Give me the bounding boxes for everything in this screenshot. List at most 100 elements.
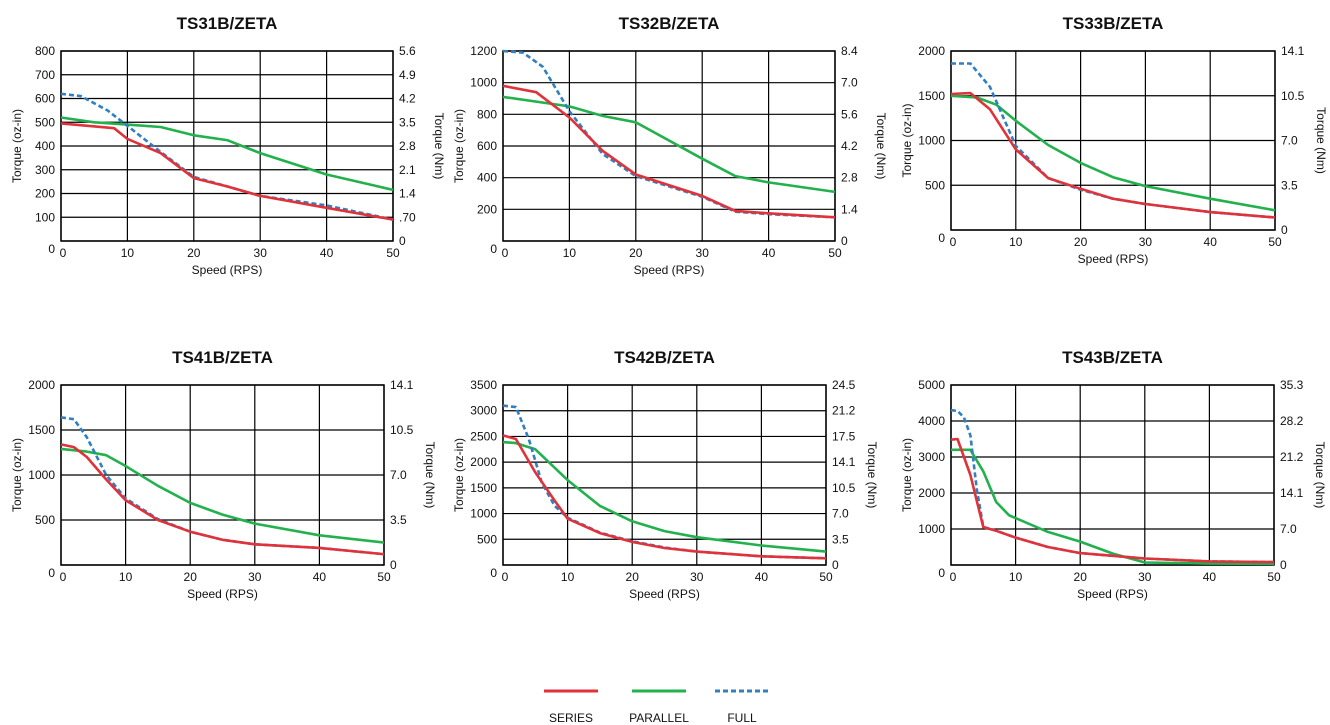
legend-label-full: FULL [727,711,757,725]
y2-axis-label: Torque (Nm) [423,442,437,509]
plot-frame [60,50,394,242]
series-line-parallel [502,95,836,194]
x-tick-label: 30 [696,246,710,260]
y2-tick-label: 3.5 [399,115,416,129]
x-tick-label: 40 [762,246,776,260]
series-line-parallel [60,447,385,544]
y2-tick-label: 28.2 [1280,414,1304,428]
y-tick-label: 1500 [28,423,55,437]
x-tick-label: 20 [184,570,198,584]
y2-axis-label: Torque (Nm) [874,113,888,180]
y-tick-label: 2000 [470,455,497,469]
y2-axis-label: Torque (Nm) [432,113,446,180]
series-line-series [502,434,827,560]
y-tick-label: 400 [477,171,497,185]
x-tick-label: 50 [386,246,400,260]
x-tick-label: 50 [1268,235,1282,249]
series-line-series [950,437,1275,564]
y-tick-label: 300 [35,163,55,177]
x-tick-label: 40 [1203,570,1217,584]
y2-tick-label: 7.0 [1281,134,1298,148]
series-line-full [950,408,1275,564]
x-axis-label: Speed (RPS) [1077,587,1148,601]
y2-tick-label: 1.4 [399,187,416,201]
legend-label-parallel: PARALLEL [629,711,689,725]
x-tick-label: 10 [121,246,135,260]
y-tick-label: 2000 [28,378,55,392]
y2-tick-label: 21.2 [832,404,856,418]
y-tick-label: 200 [477,202,497,216]
y-tick-label: 400 [35,139,55,153]
y-tick-label: 0 [490,566,497,580]
y-axis-label: Torque (oz-in) [10,438,24,512]
y-axis-label: Torque (oz-in) [900,438,914,512]
y-tick-label: 1000 [918,522,945,536]
y2-tick-label: 2.1 [399,163,416,177]
chart-title: TS41B/ZETA [172,348,273,367]
x-tick-label: 10 [561,570,575,584]
x-tick-label: 20 [626,570,640,584]
x-tick-label: 10 [119,570,133,584]
y-tick-label: 0 [938,566,945,580]
chart-title: TS42B/ZETA [614,348,715,367]
y-tick-label: 3000 [918,450,945,464]
y2-tick-label: 24.5 [832,378,856,392]
y2-tick-label: 0 [390,558,397,572]
y2-tick-label: 14.1 [390,378,414,392]
series-line-full [60,416,385,556]
y-tick-label: 1000 [470,76,497,90]
y-tick-label: 0 [938,231,945,245]
y2-tick-label: 10.5 [390,423,414,437]
legend: SERIES PARALLEL FULL [544,689,769,725]
y-tick-label: 2500 [470,429,497,443]
plot-frame [950,384,1275,566]
x-tick-label: 20 [629,246,643,260]
x-tick-label: 40 [755,570,769,584]
chart-title: TS43B/ZETA [1062,348,1163,367]
series-line-parallel [950,94,1276,212]
x-tick-label: 30 [1138,570,1152,584]
y2-tick-label: 10.5 [1281,89,1305,103]
x-tick-label: 0 [60,246,67,260]
y2-tick-label: 3.5 [1281,178,1298,192]
y2-tick-label: 35.3 [1280,378,1304,392]
y-tick-label: 800 [35,44,55,58]
y-tick-label: 200 [35,187,55,201]
plot-frame [502,384,827,566]
x-tick-label: 50 [1267,570,1281,584]
y-tick-label: 500 [477,532,497,546]
y2-tick-label: 3.5 [832,532,849,546]
y2-tick-label: 0 [841,234,848,248]
y-tick-label: 3500 [470,378,497,392]
plot-frame [502,50,836,242]
y2-tick-label: 4.2 [841,139,858,153]
y2-tick-label: 8.4 [841,44,858,58]
y2-tick-label: 14.1 [832,455,856,469]
x-tick-label: 0 [950,570,957,584]
series-line-full [502,404,827,560]
x-tick-label: 0 [502,570,509,584]
y2-tick-label: 21.2 [1280,450,1304,464]
y2-axis-label: Torque (Nm) [865,442,879,509]
y-tick-label: 0 [48,566,55,580]
y-tick-label: 5000 [918,378,945,392]
x-tick-label: 30 [1139,235,1153,249]
series-line-parallel [951,448,1275,566]
y-axis-label: Torque (oz-in) [452,109,466,183]
y-tick-label: 100 [35,210,55,224]
y2-tick-label: 5.6 [399,44,416,58]
series-line-full [60,92,394,221]
y-tick-label: 4000 [918,414,945,428]
y-tick-label: 1200 [470,44,497,58]
y2-tick-label: 17.5 [832,429,856,443]
series-line-parallel [60,116,394,192]
x-tick-label: 40 [313,570,327,584]
y2-tick-label: 14.1 [1280,486,1304,500]
y-tick-label: 700 [35,68,55,82]
y2-tick-label: 2.8 [399,139,416,153]
x-tick-label: 10 [1009,570,1023,584]
